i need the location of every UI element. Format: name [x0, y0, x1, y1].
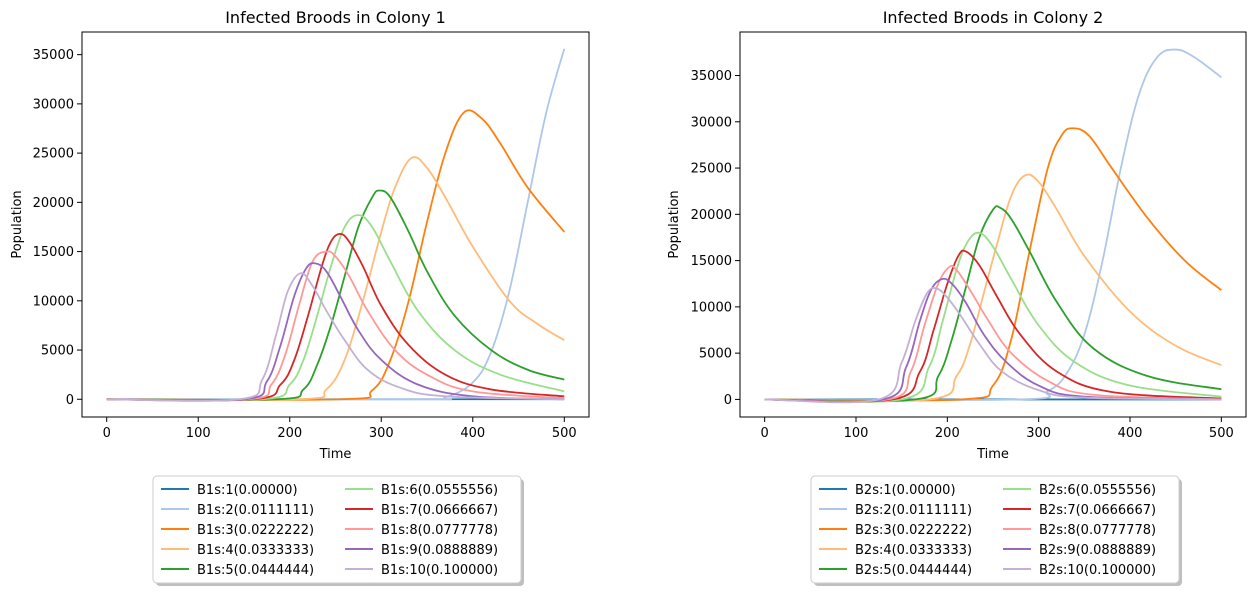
chart-1-legend-label-2: B1s:2(0.0111111) — [197, 503, 314, 518]
chart-2-y-tick-label-4: 15000 — [691, 254, 732, 269]
chart-2-legend-label-6: B2s:6(0.0555556) — [1039, 483, 1156, 498]
chart-1-x-tick-label-4: 300 — [369, 426, 394, 441]
chart-2-legend-label-2: B2s:2(0.0111111) — [855, 503, 972, 518]
chart-2-series-line-7 — [764, 249, 1222, 403]
chart-2-legend: B2s:1(0.00000) B2s:2(0.0111111) B2s:3(0.02… — [810, 475, 1182, 586]
chart-2-y-tick-label-5: 20000 — [691, 208, 732, 223]
chart-2-x-tick-label-4: 300 — [1026, 426, 1051, 441]
chart-2-title: Infected Broods in Colony 2 — [883, 8, 1104, 27]
chart-1-y-tick-label-2: 5000 — [41, 344, 74, 359]
chart-2-y-tick-label-6: 25000 — [691, 162, 732, 177]
chart-1-legend-label-5: B1s:5(0.0444444) — [197, 563, 314, 578]
chart-1-series-line-5 — [106, 189, 565, 401]
chart-2-series-line-9 — [764, 277, 1222, 403]
chart-2-x-axis-label: Time — [976, 447, 1009, 462]
chart-2-series-line-4 — [764, 173, 1222, 403]
chart-2-legend-label-5: B2s:5(0.0444444) — [855, 563, 972, 578]
chart-2-series-line-8 — [764, 264, 1222, 403]
chart-1-legend-label-10: B1s:10(0.100000) — [381, 563, 498, 578]
chart-2-x-tick-label-2: 100 — [844, 426, 869, 441]
chart-1-title: Infected Broods in Colony 1 — [225, 8, 446, 27]
chart-1-x-tick-label-5: 400 — [460, 426, 485, 441]
chart-2-axes-frame — [739, 31, 1247, 418]
chart-1-legend-label-6: B1s:6(0.0555556) — [381, 483, 498, 498]
chart-2-x-tick-label-5: 400 — [1118, 426, 1143, 441]
chart-2-y-tick-label-2: 5000 — [699, 347, 732, 362]
chart-2-y-tick-label-3: 10000 — [691, 300, 732, 315]
chart-1-y-axis-label: Population — [10, 190, 25, 258]
chart-2-x-tick-label-6: 500 — [1209, 426, 1234, 441]
chart-1-legend: B1s:1(0.00000) B1s:2(0.0111111) B1s:3(0.02… — [152, 475, 524, 586]
chart-2-series-group — [764, 48, 1222, 404]
chart-1-legend-label-9: B1s:9(0.0888889) — [381, 543, 498, 558]
chart-1-series-line-3 — [106, 109, 565, 401]
chart-1-y-tick-label-7: 30000 — [33, 97, 74, 112]
chart-2-series-line-10 — [764, 287, 1222, 404]
chart-1-legend-label-1: B1s:1(0.00000) — [197, 483, 298, 498]
chart-1-y-tick-label-8: 35000 — [33, 48, 74, 63]
chart-2-series-line-5 — [764, 205, 1222, 403]
chart-1-series-line-4 — [106, 156, 565, 401]
chart-2-legend-box — [810, 475, 1180, 584]
chart-2-series-line-6 — [764, 231, 1222, 403]
chart-1-series-line-2 — [106, 48, 566, 401]
chart-2-y-tick-label-7: 30000 — [691, 115, 732, 130]
chart-1-series-line-6 — [106, 214, 565, 402]
chart-1-y-tick-label-6: 25000 — [33, 147, 74, 162]
chart-1-y-tick-label-4: 15000 — [33, 245, 74, 260]
chart-2-y-axis-label: Population — [667, 190, 682, 258]
chart-1-series-line-8 — [106, 250, 565, 402]
chart-2-legend-label-8: B2s:8(0.0777778) — [1039, 523, 1156, 538]
chart-2-y-tick-label-8: 35000 — [691, 69, 732, 84]
chart-1-x-tick-label-3: 200 — [277, 426, 302, 441]
chart-2-x-tick-label-3: 200 — [935, 426, 960, 441]
chart-2-legend-label-10: B2s:10(0.100000) — [1039, 563, 1156, 578]
chart-2-legend-label-1: B2s:1(0.00000) — [855, 483, 956, 498]
chart-2-legend-label-7: B2s:7(0.0666667) — [1039, 503, 1156, 518]
chart-1-series-line-9 — [106, 262, 565, 402]
chart-1-y-tick-label-5: 20000 — [33, 196, 74, 211]
chart-1-series-group — [106, 48, 566, 402]
chart-2-legend-label-3: B2s:3(0.0222222) — [855, 523, 972, 538]
chart-2-x-tick-label-1: 0 — [761, 426, 769, 441]
chart-1-legend-label-7: B1s:7(0.0666667) — [381, 503, 498, 518]
chart-1-y-tick-label-3: 10000 — [33, 294, 74, 309]
chart-2-series-line-2 — [764, 48, 1222, 401]
chart-1-x-axis-label: Time — [319, 447, 352, 462]
chart-2-y-tick-label-1: 0 — [724, 393, 732, 408]
chart-1-series-line-10 — [106, 272, 565, 402]
chart-1-y-tick-label-1: 0 — [66, 393, 74, 408]
chart-1-legend-label-4: B1s:4(0.0333333) — [197, 543, 314, 558]
chart-1-legend-box — [152, 475, 522, 584]
chart-1-x-tick-label-1: 0 — [103, 426, 111, 441]
chart-2-legend-label-4: B2s:4(0.0333333) — [855, 543, 972, 558]
chart-2-legend-label-9: B2s:9(0.0888889) — [1039, 543, 1156, 558]
chart-2-series-line-3 — [764, 127, 1222, 402]
chart-2: 0 100 200 300 400 500050001000015000200002500… — [667, 8, 1247, 586]
chart-1-axes-frame — [81, 31, 590, 418]
chart-1-series-line-7 — [106, 232, 565, 402]
chart-1-x-tick-label-2: 100 — [186, 426, 211, 441]
chart-1-legend-label-8: B1s:8(0.0777778) — [381, 523, 498, 538]
chart-1-x-tick-label-6: 500 — [552, 426, 577, 441]
chart-1-legend-label-3: B1s:3(0.0222222) — [197, 523, 314, 538]
chart-1: 0 100 200 300 400 500050001000015000200002500… — [10, 8, 590, 586]
